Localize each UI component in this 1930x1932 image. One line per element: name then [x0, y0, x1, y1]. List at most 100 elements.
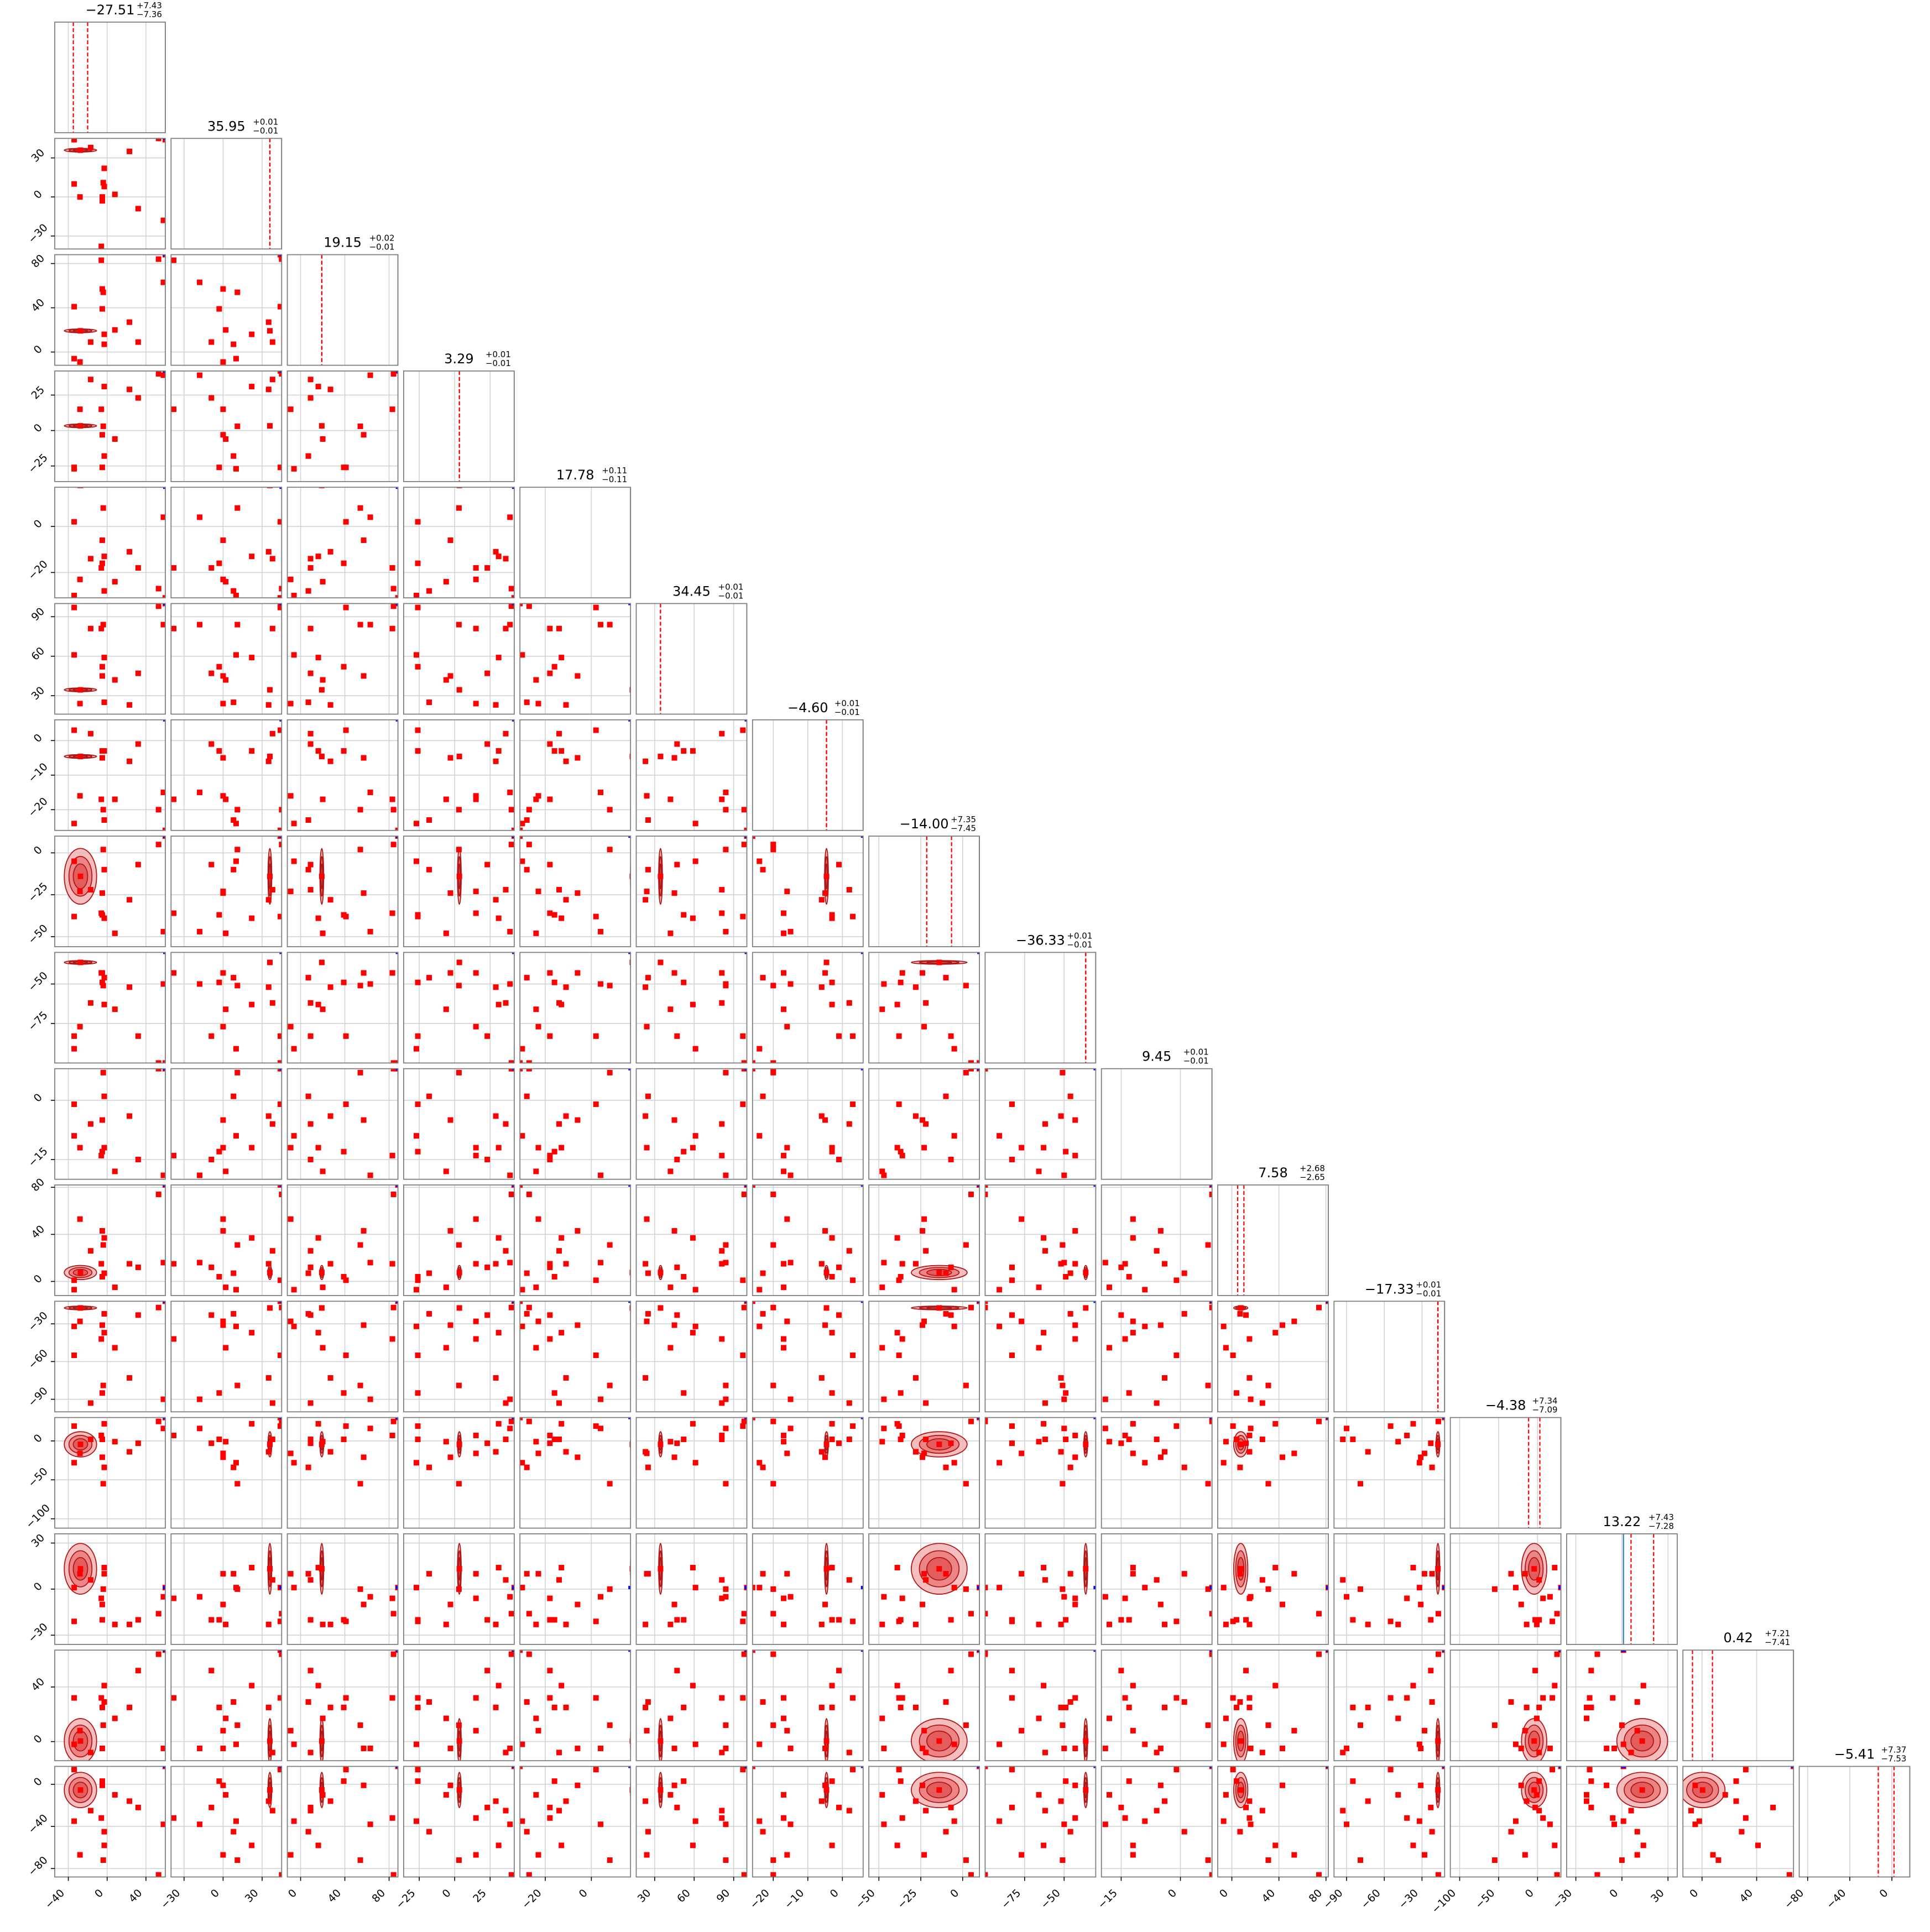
sample-marker — [395, 595, 398, 598]
sample-marker — [1259, 1437, 1265, 1443]
y-tick-label: −30 — [26, 222, 50, 246]
sample-marker — [279, 1060, 282, 1063]
sample-marker — [1533, 1621, 1540, 1627]
median-marker — [1531, 1787, 1537, 1793]
density-contour-3 — [632, 864, 633, 889]
sample-marker — [426, 975, 432, 981]
median-marker — [267, 687, 273, 693]
sample-marker — [836, 1617, 842, 1623]
sample-marker — [898, 1704, 904, 1710]
sample-marker — [315, 554, 321, 560]
x-tick-label: 0 — [1166, 1887, 1179, 1900]
sample-marker — [279, 256, 282, 262]
sample-marker — [690, 1683, 696, 1689]
panel-frame — [403, 1533, 515, 1645]
truth-marker — [628, 719, 631, 722]
sample-marker — [1259, 1400, 1265, 1406]
sample-marker — [547, 1440, 553, 1447]
sample-marker — [1710, 1852, 1716, 1858]
sample-marker — [607, 983, 613, 989]
sample-marker — [1404, 1815, 1410, 1821]
panel-frame — [403, 370, 515, 482]
sample-marker — [361, 673, 367, 679]
sample-marker — [1416, 1741, 1422, 1747]
sample-marker — [740, 727, 746, 733]
sample-marker — [473, 1727, 479, 1733]
sample-marker — [719, 1336, 725, 1342]
diagonal-title-4: 17.78 — [556, 467, 594, 483]
sample-marker — [216, 1617, 222, 1623]
sample-marker — [818, 1449, 825, 1455]
sample-marker — [197, 790, 203, 796]
sample-marker — [484, 1617, 491, 1623]
sample-marker — [216, 912, 222, 918]
sample-marker — [607, 1242, 613, 1248]
title-upper-err-7: +7.35 — [951, 814, 976, 824]
sample-marker — [484, 1668, 491, 1674]
sample-marker — [155, 1068, 161, 1072]
panel-frame — [1682, 1766, 1795, 1878]
sample-marker — [559, 1330, 565, 1336]
sample-marker — [551, 748, 557, 754]
sample-marker — [361, 537, 367, 544]
panel-12-6 — [752, 1417, 864, 1529]
sample-marker — [1291, 1318, 1297, 1324]
sample-marker — [1246, 1815, 1253, 1821]
title-lower-err-14: −7.41 — [1765, 1637, 1790, 1647]
sample-marker — [160, 1260, 165, 1266]
sample-marker — [524, 975, 530, 981]
sample-marker — [829, 1704, 835, 1710]
truth-marker — [395, 1766, 398, 1768]
sample-marker — [223, 1006, 229, 1012]
panel-frame — [1217, 1766, 1329, 1878]
panel-9-8 — [984, 1068, 1097, 1180]
sample-marker — [71, 1585, 77, 1591]
sample-marker — [1395, 1439, 1401, 1445]
sample-marker — [277, 1277, 282, 1283]
truth-marker — [977, 1068, 980, 1071]
sample-marker — [343, 1423, 349, 1429]
sample-marker — [1041, 1235, 1047, 1241]
sample-marker — [1063, 1273, 1069, 1280]
sample-marker — [473, 889, 479, 895]
sample-marker — [1358, 1481, 1364, 1487]
sample-marker — [99, 194, 105, 200]
panel-4-4 — [519, 487, 632, 599]
sample-marker — [1067, 1311, 1073, 1317]
sample-marker — [547, 1617, 553, 1623]
sample-marker — [98, 1261, 105, 1267]
sample-marker — [493, 702, 499, 708]
sample-marker — [307, 1400, 314, 1406]
sample-marker — [997, 1818, 1003, 1824]
sample-marker — [923, 1000, 929, 1006]
sample-marker — [160, 1745, 165, 1751]
panel-frame — [984, 1533, 1097, 1645]
sample-marker — [781, 1595, 787, 1601]
median-marker — [77, 754, 84, 760]
sample-marker — [327, 1449, 333, 1455]
panel-15-1: −30 0 30 — [158, 1766, 283, 1911]
sample-marker — [740, 1101, 746, 1107]
panel-frame — [519, 1184, 632, 1296]
sample-marker — [1316, 1611, 1322, 1617]
sample-marker — [71, 304, 77, 310]
sample-marker — [719, 910, 725, 916]
median-marker — [456, 1787, 462, 1793]
sample-marker — [559, 1235, 565, 1241]
panel-9-5 — [635, 1068, 748, 1180]
sample-marker — [135, 1617, 141, 1623]
panel-10-7 — [868, 1184, 980, 1296]
sample-marker — [315, 1421, 321, 1427]
sample-marker — [757, 1818, 763, 1824]
sample-marker — [495, 1330, 502, 1336]
truth-marker — [163, 719, 165, 722]
sample-marker — [760, 1270, 766, 1276]
sample-marker — [495, 1421, 502, 1427]
sample-marker — [415, 1778, 421, 1784]
sample-marker — [723, 928, 729, 934]
sample-marker — [127, 1261, 133, 1267]
sample-marker — [98, 1336, 105, 1342]
sample-marker — [413, 1585, 419, 1591]
sample-marker — [77, 359, 83, 365]
